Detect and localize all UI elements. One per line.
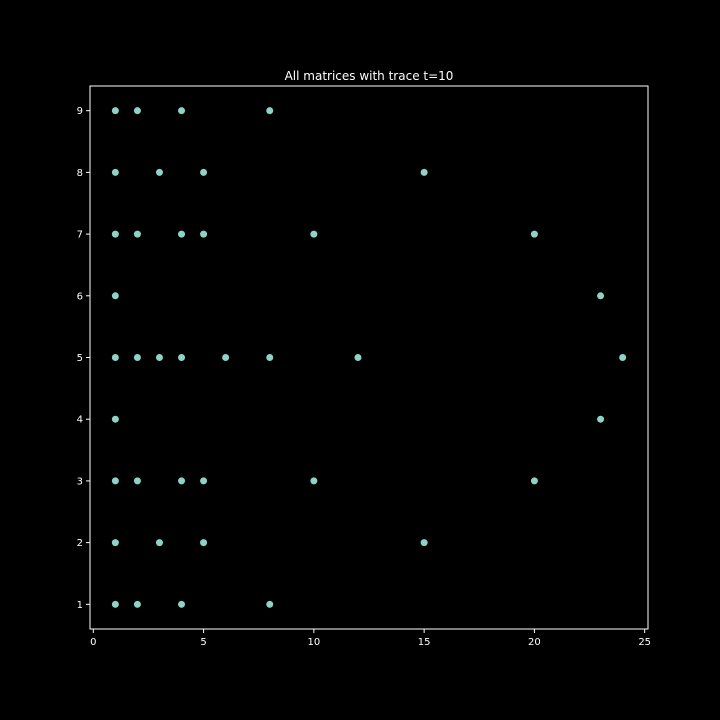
scatter-point	[133, 354, 141, 361]
y-tick-label: 8	[77, 168, 83, 179]
y-tick-label: 6	[77, 291, 83, 302]
scatter-point	[420, 539, 428, 547]
scatter-point	[155, 354, 163, 361]
x-tick-label: 5	[200, 637, 206, 648]
scatter-point	[111, 354, 119, 361]
scatter-point	[619, 354, 627, 361]
scatter-point	[354, 354, 362, 361]
scatter-point	[200, 539, 208, 547]
scatter-point	[530, 230, 538, 238]
scatter-point	[155, 168, 163, 176]
y-tick-label: 3	[77, 476, 83, 487]
y-tick-label: 2	[77, 538, 83, 549]
scatter-point	[200, 168, 208, 176]
y-tick-label: 4	[77, 415, 83, 426]
scatter-point	[111, 477, 119, 485]
scatter-point	[111, 107, 119, 115]
scatter-point	[266, 354, 274, 361]
x-tick-label: 15	[418, 637, 431, 648]
y-tick-label: 7	[77, 230, 83, 241]
scatter-point	[310, 230, 318, 238]
scatter-point	[178, 107, 186, 115]
scatter-point	[155, 539, 163, 547]
y-tick-label: 5	[77, 353, 83, 364]
y-tick-label: 9	[77, 106, 83, 117]
scatter-point	[133, 107, 141, 115]
scatter-point	[111, 230, 119, 238]
plot-frame	[89, 85, 649, 630]
scatter-point	[178, 600, 186, 608]
ticks-layer: 0 5 10 15 20 25 1 2 3 4 5 6 7 8 9	[77, 106, 651, 648]
scatter-point	[133, 477, 141, 485]
scatter-point	[597, 415, 605, 423]
scatter-point	[111, 539, 119, 547]
scatter-point	[310, 477, 318, 485]
scatter-point	[530, 477, 538, 485]
y-tick-label: 1	[77, 600, 83, 611]
scatter-point	[133, 600, 141, 608]
marks-layer	[111, 107, 627, 608]
scatter-point	[111, 292, 119, 300]
chart-title: All matrices with trace t=10	[285, 69, 454, 83]
scatter-point	[111, 415, 119, 423]
scatter-point	[178, 230, 186, 238]
x-tick-label: 25	[638, 637, 651, 648]
scatter-point	[178, 477, 186, 485]
scatter-point	[111, 168, 119, 176]
scatter-point	[200, 477, 208, 485]
scatter-point	[222, 354, 230, 361]
scatter-point	[597, 292, 605, 300]
scatter-point	[178, 354, 186, 361]
scatter-point	[111, 600, 119, 608]
scatter-point	[200, 230, 208, 238]
x-tick-label: 0	[90, 637, 96, 648]
scatter-point	[266, 600, 274, 608]
x-tick-label: 20	[528, 637, 541, 648]
scatter-point	[420, 168, 428, 176]
x-tick-label: 10	[307, 637, 320, 648]
scatter-point	[266, 107, 274, 115]
scatter-point	[133, 230, 141, 238]
